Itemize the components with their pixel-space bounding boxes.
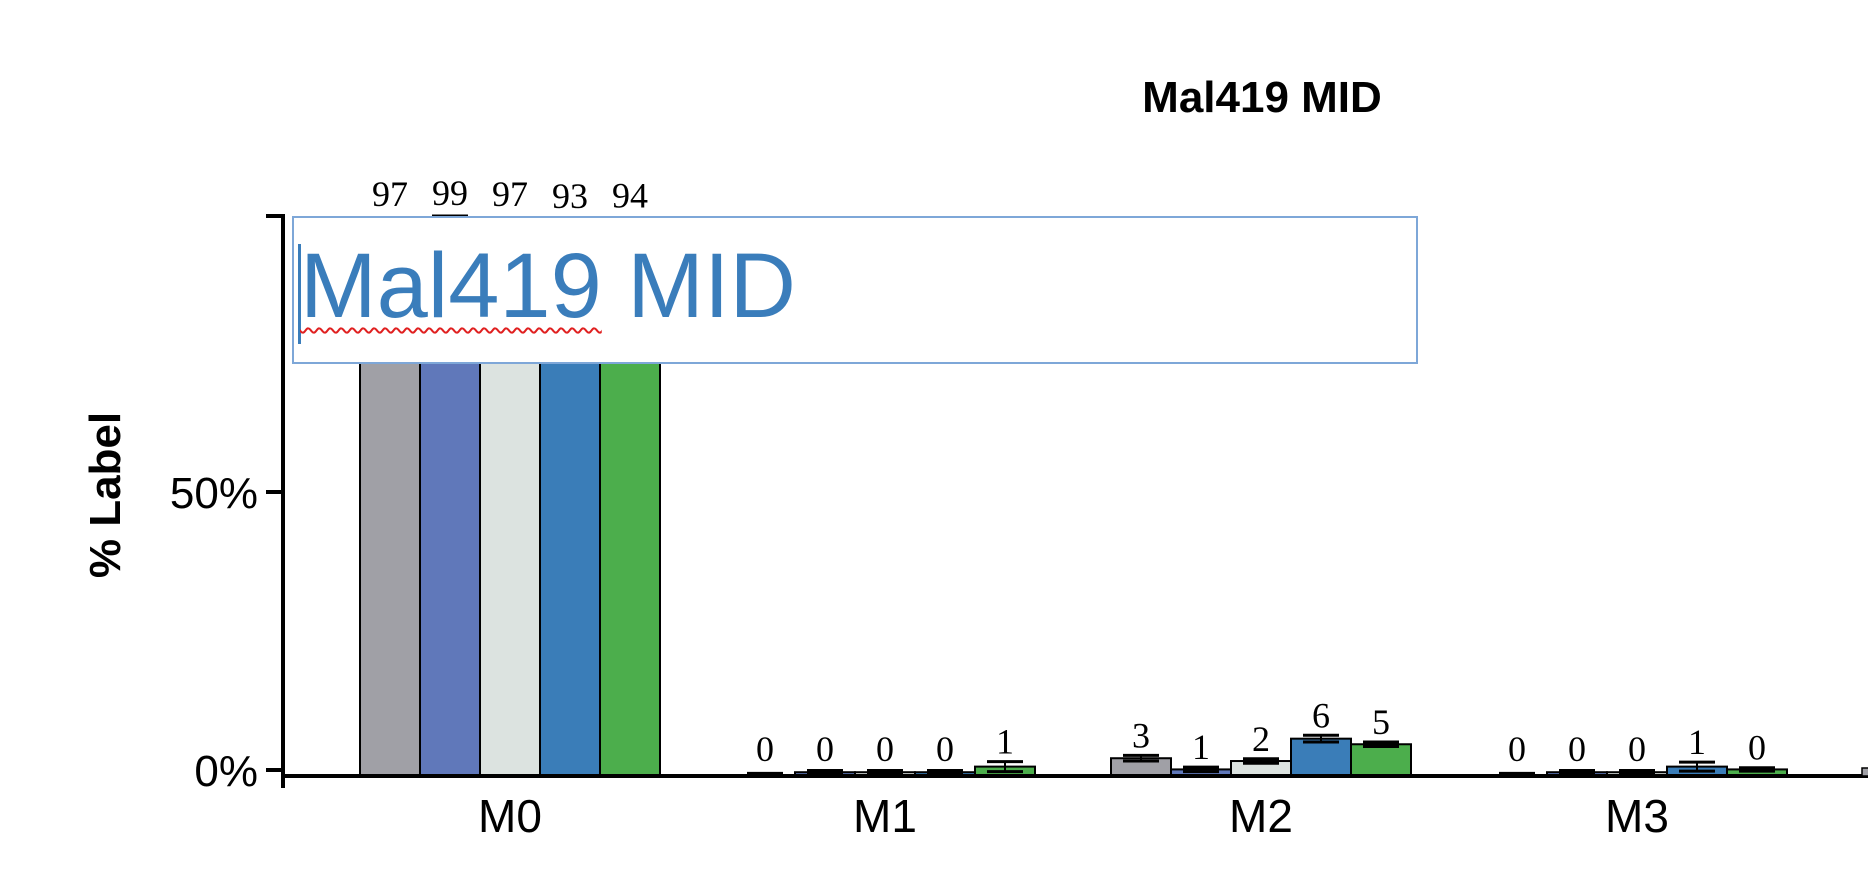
data-label-M2-5: 5 bbox=[1372, 702, 1390, 742]
spellcheck-word: Mal419 bbox=[300, 235, 602, 337]
data-label-M1-3: 0 bbox=[876, 729, 894, 769]
x-tick-label-M0: M0 bbox=[478, 790, 542, 842]
data-label-M3-2: 0 bbox=[1568, 729, 1586, 769]
data-label-M1-5: 1 bbox=[996, 722, 1014, 762]
text-cursor bbox=[298, 244, 301, 344]
data-label-M3-4: 1 bbox=[1688, 722, 1706, 762]
axes-layer: 0% 50% bbox=[170, 214, 1868, 796]
bar-M2-4 bbox=[1290, 737, 1352, 776]
bar-M2-5 bbox=[1350, 743, 1412, 777]
y-tick-label-50: 50% bbox=[170, 469, 258, 518]
data-label-M3-3: 0 bbox=[1628, 729, 1646, 769]
data-label-M3-1: 0 bbox=[1508, 729, 1526, 769]
data-label-M1-4: 0 bbox=[936, 729, 954, 769]
data-label-M2-3: 2 bbox=[1252, 719, 1270, 759]
data-label-M1-1: 0 bbox=[756, 729, 774, 769]
data-label-M0-2: 99 bbox=[432, 173, 468, 213]
x-tick-label-M1: M1 bbox=[853, 790, 917, 842]
title-edit-box[interactable]: Mal419 MID bbox=[292, 216, 1418, 364]
data-label-M3-5: 0 bbox=[1748, 728, 1766, 768]
title-edit-suffix: MID bbox=[601, 235, 796, 337]
x-tick-labels: M0 M1 M2 M3 bbox=[478, 790, 1669, 842]
data-label-M0-1: 97 bbox=[372, 174, 408, 214]
data-label-M0-5: 94 bbox=[612, 176, 648, 216]
data-label-M2-1: 3 bbox=[1132, 715, 1150, 755]
clipped-bar-fragment bbox=[1861, 767, 1868, 777]
title-edit-text[interactable]: Mal419 MID bbox=[300, 236, 796, 336]
data-label-M0-3: 97 bbox=[492, 174, 528, 214]
data-label-M2-2: 1 bbox=[1192, 727, 1210, 767]
x-tick-label-M2: M2 bbox=[1229, 790, 1293, 842]
chart-title: Mal419 MID bbox=[1142, 73, 1382, 122]
y-axis-label: % Label bbox=[81, 412, 130, 578]
y-tick-label-0: 0% bbox=[194, 747, 258, 796]
x-tick-label-M3: M3 bbox=[1605, 790, 1669, 842]
data-label-M2-4: 6 bbox=[1312, 695, 1330, 735]
data-labels-layer: 97 99 97 93 94 0 0 0 0 1 3 1 2 6 5 0 0 0 1 0 bbox=[372, 173, 1766, 769]
data-label-M1-2: 0 bbox=[816, 729, 834, 769]
data-label-M0-4: 93 bbox=[552, 176, 588, 216]
